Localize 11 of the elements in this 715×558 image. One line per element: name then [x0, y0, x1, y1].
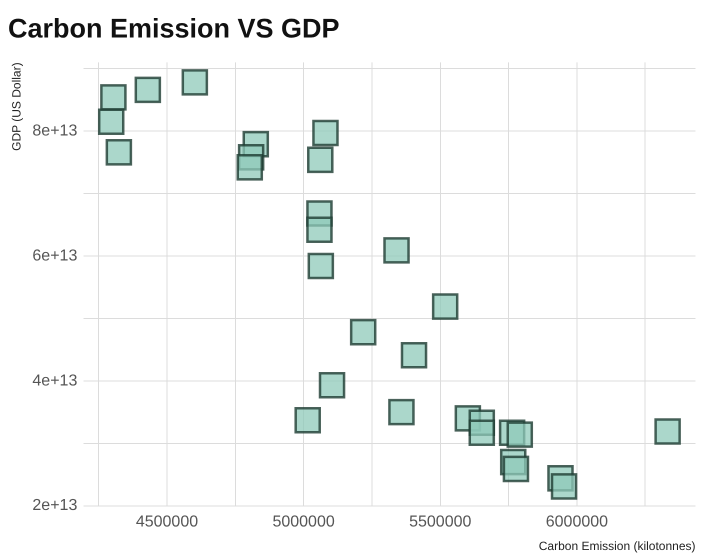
x-tick-label: 6000000 — [546, 513, 608, 530]
y-tick-label: 4e+13 — [32, 372, 78, 390]
x-tick-label: 5500000 — [409, 513, 472, 530]
y-tick-label: 8e+13 — [32, 122, 78, 140]
x-axis-title: Carbon Emission (kilotonnes) — [538, 539, 696, 554]
x-tick-label: 5000000 — [272, 513, 335, 530]
y-tick-label: 2e+13 — [32, 497, 78, 514]
x-tick-label: 4500000 — [136, 513, 198, 530]
y-axis-title: GDP (US Dollar) — [10, 62, 24, 151]
y-tick-label: 6e+13 — [32, 247, 78, 264]
chart-title: Carbon Emission VS GDP — [8, 14, 340, 44]
